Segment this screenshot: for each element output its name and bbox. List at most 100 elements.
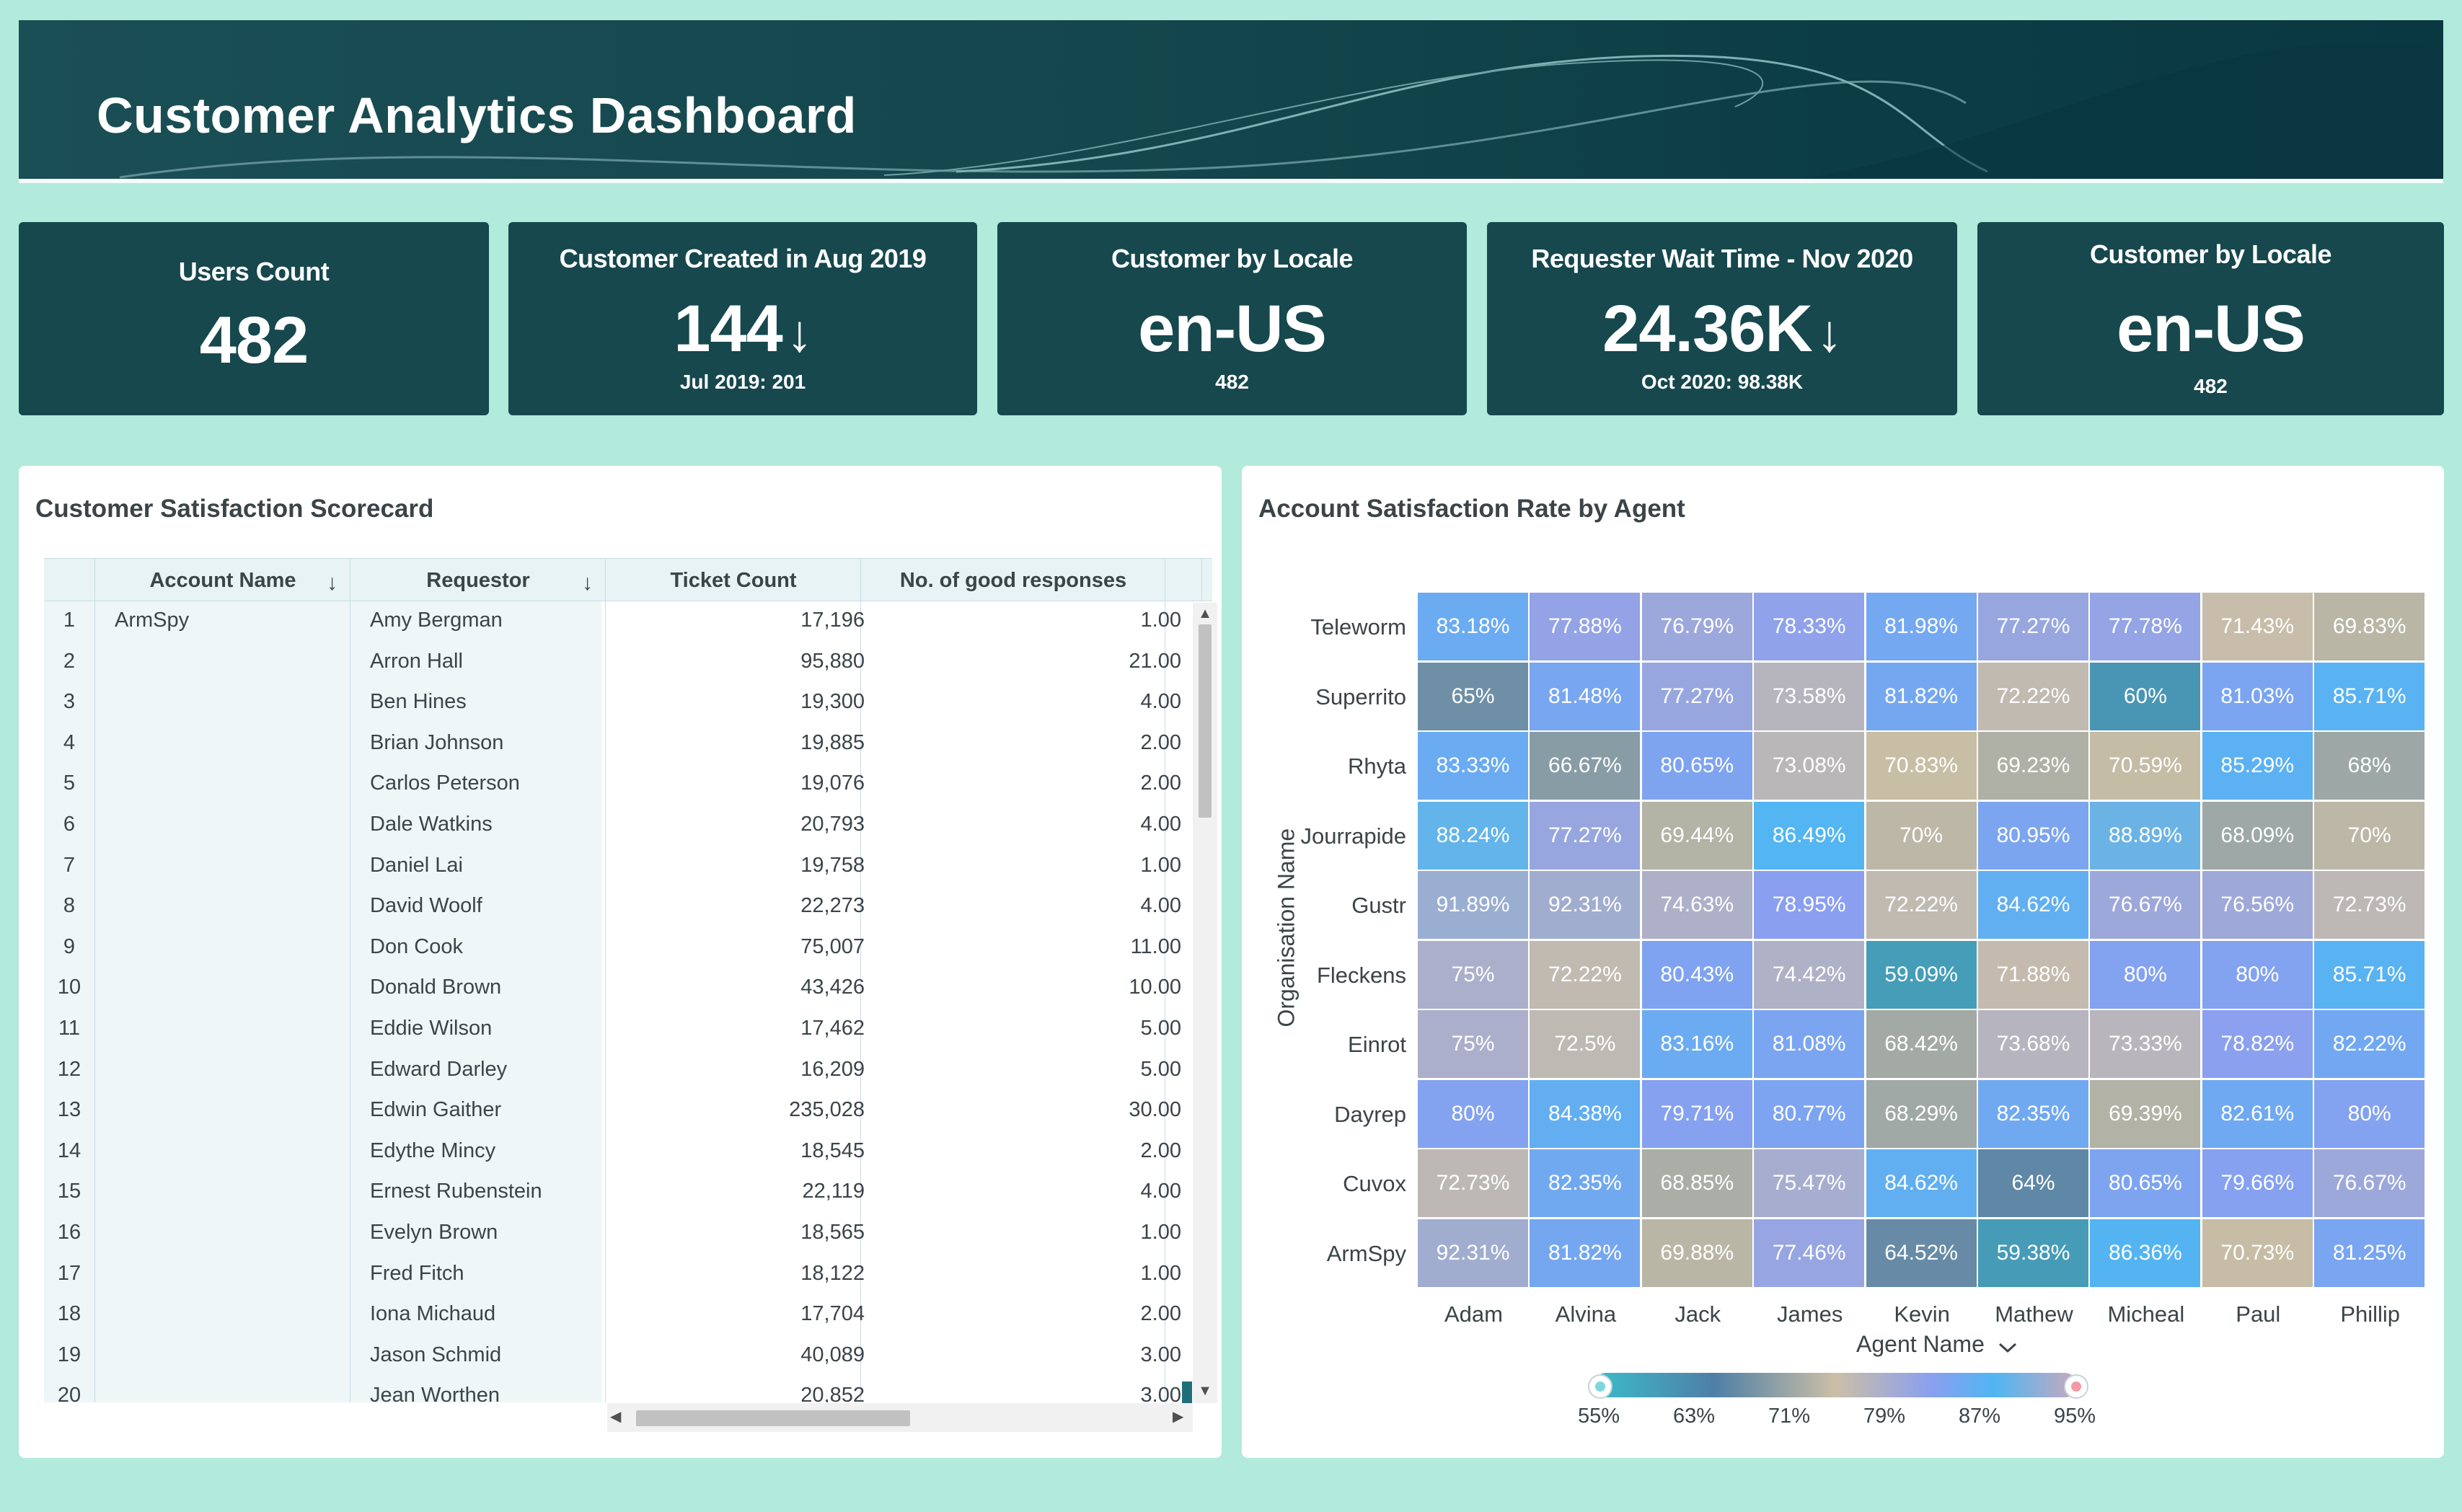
x-axis-title-group[interactable]: Agent Name [1856, 1331, 2017, 1359]
heatmap-cell[interactable]: 60% [2090, 662, 2201, 730]
heatmap-cell[interactable]: 70% [1866, 801, 1977, 870]
vertical-scrollbar[interactable]: ▲ ▼ [1193, 603, 1217, 1403]
heatmap-cell[interactable]: 88.89% [2090, 801, 2201, 870]
heatmap-cell[interactable]: 77.78% [2090, 593, 2201, 660]
table-row[interactable]: 10 Donald Brown 43,426 10.00 [44, 967, 1191, 1008]
heatmap-cell[interactable]: 80% [1418, 1079, 1528, 1148]
table-row[interactable]: 13 Edwin Gaither 235,028 30.00 [44, 1089, 1191, 1131]
heatmap-cell[interactable]: 79.71% [1641, 1079, 1752, 1148]
heatmap-cell[interactable]: 82.35% [1530, 1149, 1641, 1217]
horizontal-scroll-thumb[interactable] [636, 1410, 910, 1426]
heatmap-cell[interactable]: 72.73% [1418, 1149, 1528, 1217]
scroll-left-icon[interactable]: ◀ [610, 1409, 622, 1425]
heatmap-cell[interactable]: 69.44% [1641, 801, 1752, 870]
kpi-card-requester-wait-time[interactable]: Requester Wait Time - Nov 2020 24.36K↓ O… [1487, 222, 1957, 415]
heatmap-cell[interactable]: 59.09% [1866, 940, 1977, 1009]
heatmap-cell[interactable]: 81.25% [2314, 1219, 2425, 1287]
table-row[interactable]: 17 Fred Fitch 18,122 1.00 [44, 1253, 1191, 1294]
heatmap-cell[interactable]: 80.65% [2090, 1149, 2201, 1217]
heatmap-cell[interactable]: 72.73% [2314, 871, 2425, 939]
heatmap-cell[interactable]: 80.43% [1641, 940, 1752, 1009]
heatmap-cell[interactable]: 73.08% [1754, 732, 1865, 800]
table-row[interactable]: 8 David Woolf 22,273 4.00 [44, 885, 1191, 927]
kpi-card-users-count[interactable]: Users Count 482 [19, 222, 489, 415]
heatmap-cell[interactable]: 68.85% [1641, 1149, 1752, 1217]
column-header-requestor[interactable]: Requestor ↓ [350, 559, 606, 601]
heatmap-cell[interactable]: 86.36% [2090, 1219, 2201, 1287]
heatmap-cell[interactable]: 59.38% [1978, 1219, 2088, 1287]
heatmap-cell[interactable]: 77.27% [1978, 593, 2088, 660]
heatmap-cell[interactable]: 83.33% [1418, 732, 1528, 800]
heatmap-cell[interactable]: 84.62% [1866, 1149, 1977, 1217]
heatmap-cell[interactable]: 74.63% [1641, 871, 1752, 939]
heatmap-cell[interactable]: 64% [1978, 1149, 2088, 1217]
column-header-good-responses[interactable]: No. of good responses [860, 559, 1165, 601]
heatmap-cell[interactable]: 85.29% [2202, 732, 2313, 800]
table-row[interactable]: 3 Ben Hines 19,300 4.00 [44, 681, 1191, 722]
heatmap-cell[interactable]: 73.68% [1978, 1010, 2088, 1078]
heatmap-cell[interactable]: 77.27% [1641, 662, 1752, 730]
heatmap-cell[interactable]: 83.16% [1641, 1010, 1752, 1078]
heatmap-cell[interactable]: 80% [2090, 940, 2201, 1009]
heatmap-cell[interactable]: 66.67% [1530, 732, 1641, 800]
table-row[interactable]: 6 Dale Watkins 20,793 4.00 [44, 804, 1191, 845]
heatmap-cell[interactable]: 69.83% [2314, 593, 2425, 660]
heatmap-cell[interactable]: 78.82% [2202, 1010, 2313, 1078]
table-row[interactable]: 18 Iona Michaud 17,704 2.00 [44, 1294, 1191, 1335]
table-row[interactable]: 2 Arron Hall 95,880 21.00 [44, 641, 1191, 682]
heatmap-cell[interactable]: 69.39% [2090, 1079, 2201, 1148]
heatmap-cell[interactable]: 81.48% [1530, 662, 1641, 730]
heatmap-cell[interactable]: 69.23% [1978, 732, 2088, 800]
heatmap-cell[interactable]: 75% [1418, 1010, 1528, 1078]
heatmap-cell[interactable]: 68.09% [2202, 801, 2313, 870]
legend-min-handle[interactable] [1588, 1374, 1612, 1399]
vertical-scroll-thumb[interactable] [1199, 624, 1212, 818]
table-row[interactable]: 7 Daniel Lai 19,758 1.00 [44, 845, 1191, 886]
table-row[interactable]: 5 Carlos Peterson 19,076 2.00 [44, 763, 1191, 804]
heatmap-cell[interactable]: 88.24% [1418, 801, 1528, 870]
heatmap-cell[interactable]: 75% [1418, 940, 1528, 1009]
table-row[interactable]: 19 Jason Schmid 40,089 3.00 [44, 1335, 1191, 1376]
heatmap-cell[interactable]: 81.98% [1866, 593, 1977, 660]
heatmap-cell[interactable]: 78.95% [1754, 871, 1865, 939]
heatmap-cell[interactable]: 73.33% [2090, 1010, 2201, 1078]
heatmap-cell[interactable]: 65% [1418, 662, 1528, 730]
scroll-right-icon[interactable]: ▶ [1173, 1409, 1184, 1425]
heatmap-cell[interactable]: 68.29% [1866, 1079, 1977, 1148]
heatmap-cell[interactable]: 82.35% [1978, 1079, 2088, 1148]
heatmap-cell[interactable]: 92.31% [1418, 1219, 1528, 1287]
heatmap-cell[interactable]: 80% [2202, 940, 2313, 1009]
heatmap-cell[interactable]: 91.89% [1418, 871, 1528, 939]
table-row[interactable]: 9 Don Cook 75,007 11.00 [44, 927, 1191, 968]
heatmap-cell[interactable]: 70.83% [1866, 732, 1977, 800]
heatmap-cell[interactable]: 80.77% [1754, 1079, 1865, 1148]
heatmap-cell[interactable]: 77.27% [1530, 801, 1641, 870]
heatmap-cell[interactable]: 77.88% [1530, 593, 1641, 660]
heatmap-cell[interactable]: 76.67% [2090, 871, 2201, 939]
heatmap-cell[interactable]: 71.43% [2202, 593, 2313, 660]
sort-desc-icon[interactable]: ↓ [582, 571, 593, 595]
heatmap-cell[interactable]: 70.59% [2090, 732, 2201, 800]
heatmap-cell[interactable]: 77.46% [1754, 1219, 1865, 1287]
heatmap-cell[interactable]: 85.71% [2314, 662, 2425, 730]
heatmap-cell[interactable]: 82.61% [2202, 1079, 2313, 1148]
column-header-ticket-count[interactable]: Ticket Count [605, 559, 861, 601]
heatmap-cell[interactable]: 81.08% [1754, 1010, 1865, 1078]
heatmap-cell[interactable]: 86.49% [1754, 801, 1865, 870]
heatmap-cell[interactable]: 64.52% [1866, 1219, 1977, 1287]
heatmap-cell[interactable]: 70% [2314, 801, 2425, 870]
heatmap-cell[interactable]: 71.88% [1978, 940, 2088, 1009]
kpi-card-customer-locale-2[interactable]: Customer by Locale en-US 482 [1977, 222, 2444, 415]
heatmap-cell[interactable]: 81.03% [2202, 662, 2313, 730]
heatmap-cell[interactable]: 84.38% [1530, 1079, 1641, 1148]
heatmap-cell[interactable]: 76.79% [1641, 593, 1752, 660]
table-row[interactable]: 1 ArmSpy Amy Bergman 17,196 1.00 [44, 600, 1191, 641]
column-header-account-name[interactable]: Account Name ↓ [94, 559, 350, 601]
heatmap-cell[interactable]: 73.58% [1754, 662, 1865, 730]
heatmap-cell[interactable]: 92.31% [1530, 871, 1641, 939]
heatmap-cell[interactable]: 74.42% [1754, 940, 1865, 1009]
heatmap-cell[interactable]: 84.62% [1978, 871, 2088, 939]
heatmap-cell[interactable]: 76.56% [2202, 871, 2313, 939]
heatmap-cell[interactable]: 68.42% [1866, 1010, 1977, 1078]
heatmap-cell[interactable]: 78.33% [1754, 593, 1865, 660]
